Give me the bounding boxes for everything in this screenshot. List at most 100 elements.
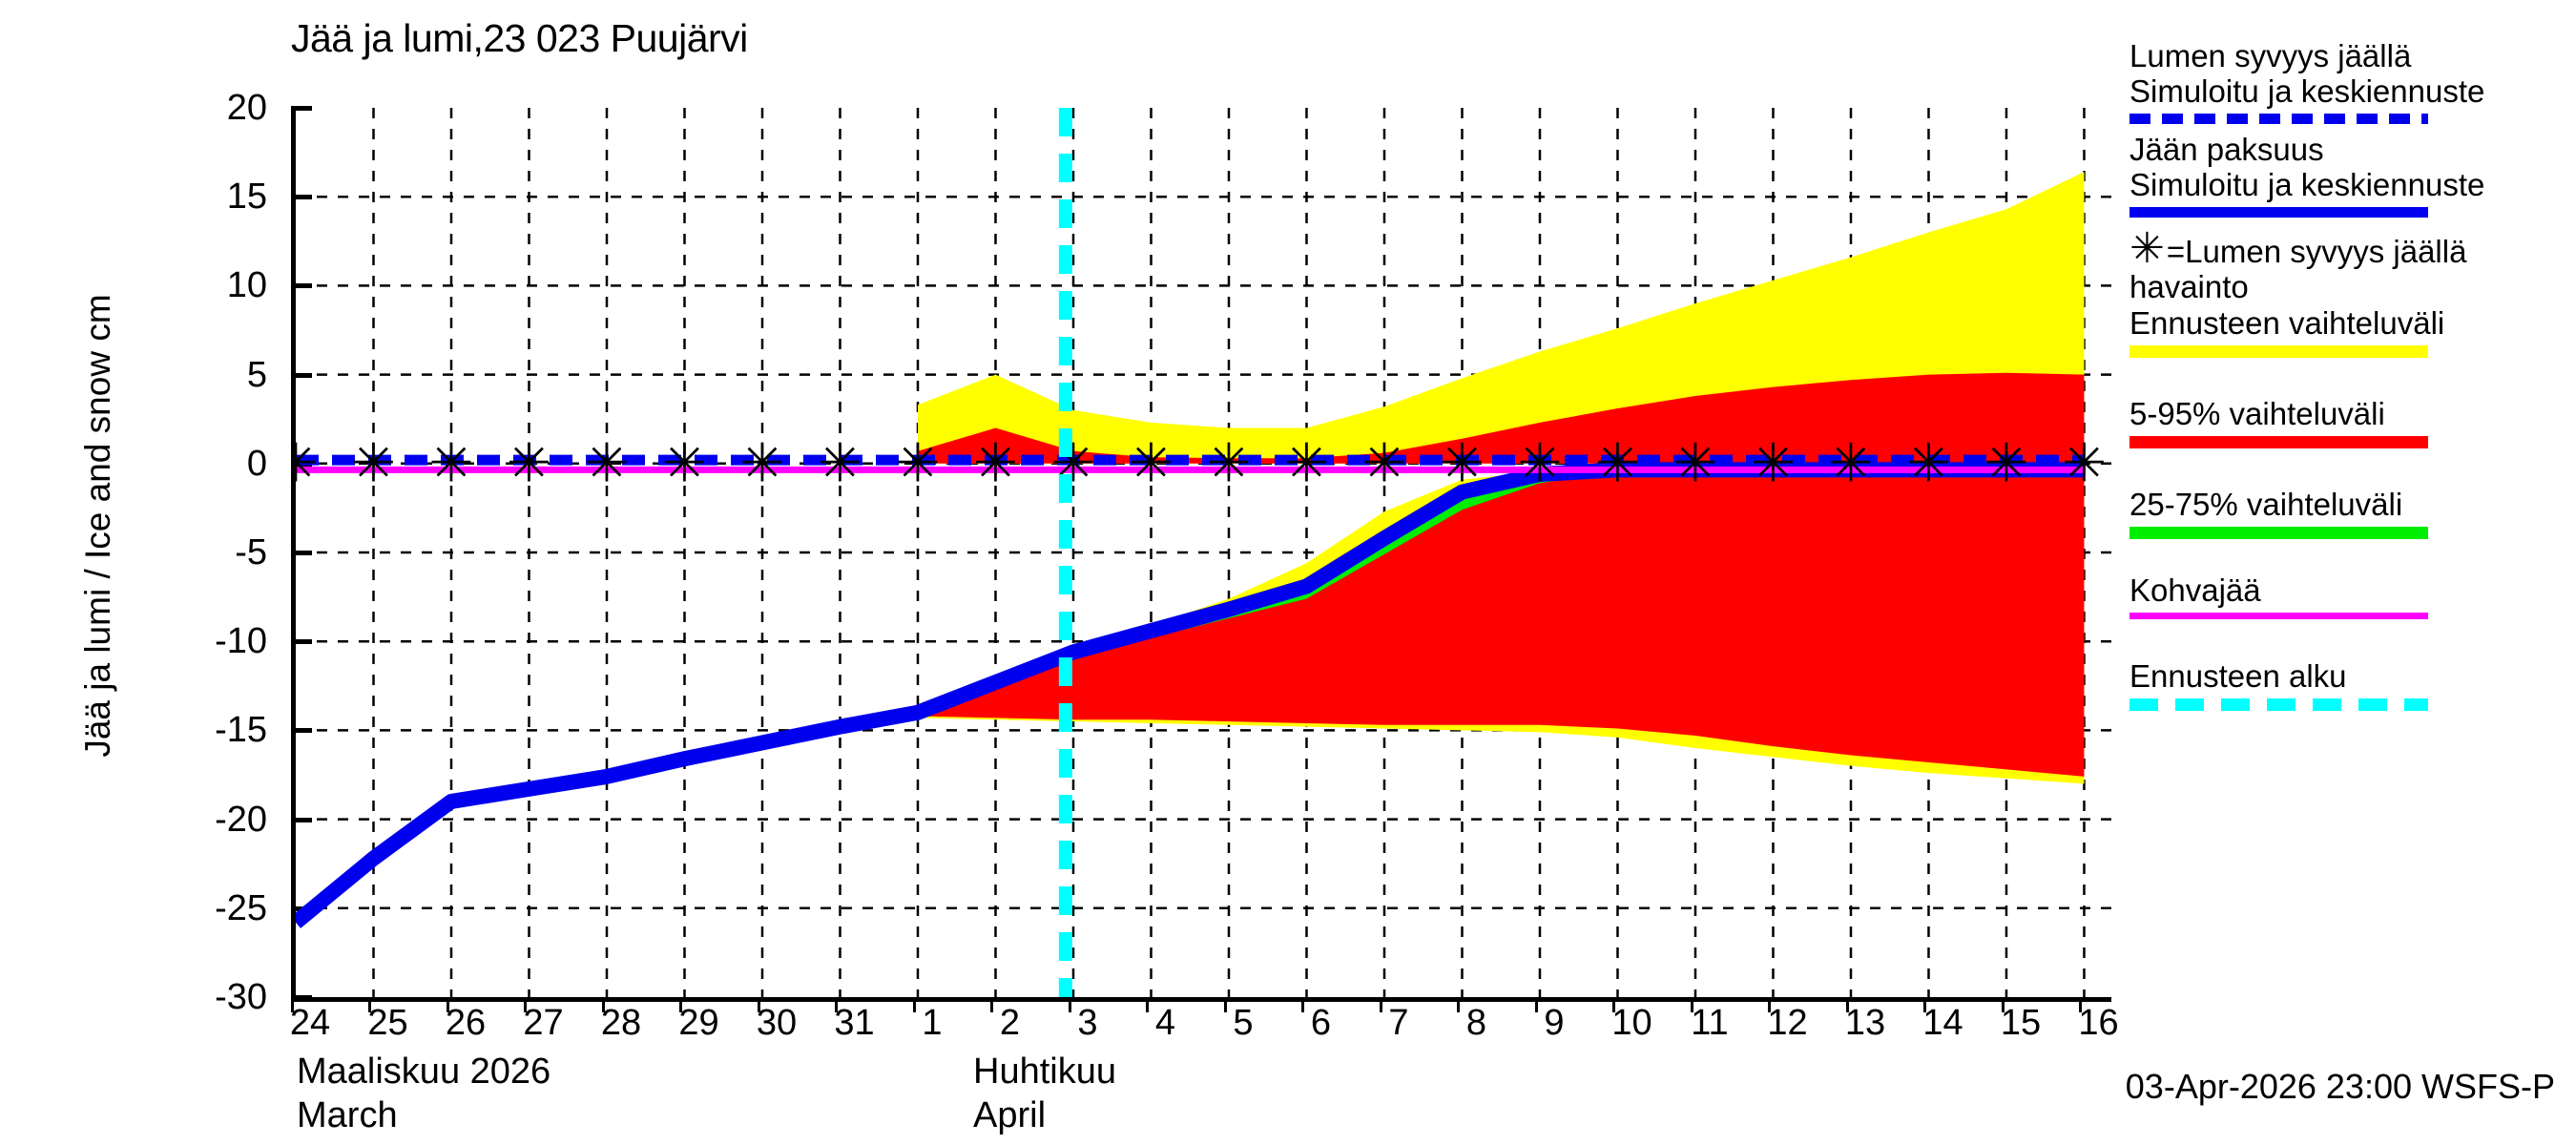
legend-entry: 5-95% vaihteluväli xyxy=(2129,396,2576,448)
legend-swatch xyxy=(2129,345,2428,358)
x-tick-mark xyxy=(1146,997,1150,1012)
legend-entry: ✳ =Lumen syvyys jäällä havainto xyxy=(2129,224,2576,305)
x-tick-mark xyxy=(524,997,528,1012)
y-tick-label: -10 xyxy=(215,621,267,662)
x-tick-mark xyxy=(291,997,294,1012)
x-tick-mark xyxy=(1457,997,1461,1012)
x-tick-mark xyxy=(757,997,760,1012)
snow-depth-observation-marker: ✳ xyxy=(2062,433,2107,495)
x-tick-mark xyxy=(1379,997,1382,1012)
legend-label: Ennusteen alku xyxy=(2129,658,2347,694)
legend-label: Ennusteen vaihteluväli xyxy=(2129,305,2445,341)
page-title: Jää ja lumi,23 023 Puujärvi xyxy=(291,16,748,60)
x-tick-label: 1 xyxy=(922,1003,943,1043)
x-tick-mark xyxy=(1768,997,1772,1012)
y-tick-label: -15 xyxy=(215,710,267,751)
legend-label: Kohvajää xyxy=(2129,572,2261,608)
x-tick-label: 16 xyxy=(2078,1003,2119,1043)
x-tick-label: 25 xyxy=(367,1003,408,1043)
snow-depth-observation-marker: ✳ xyxy=(429,433,474,495)
x-tick-label: 3 xyxy=(1077,1003,1098,1043)
x-tick-mark xyxy=(1301,997,1305,1012)
x-axis-month-april: Huhtikuu April xyxy=(973,1051,1116,1135)
x-tick-label: 6 xyxy=(1310,1003,1332,1043)
snow-depth-observation-marker: ✳ xyxy=(1440,433,1485,495)
x-tick-label: 11 xyxy=(1691,1003,1729,1043)
y-tick-label: 15 xyxy=(226,177,267,218)
x-tick-mark xyxy=(912,997,916,1012)
snow-depth-observation-marker: ✳ xyxy=(1984,433,2029,495)
x-tick-label: 24 xyxy=(289,1003,331,1043)
snow-depth-observation-marker: ✳ xyxy=(1284,433,1329,495)
x-tick-mark xyxy=(1690,997,1693,1012)
asterisk-marker-icon: ✳ xyxy=(2129,224,2165,273)
y-tick-label: 10 xyxy=(226,265,267,306)
snow-depth-observation-marker: ✳ xyxy=(973,433,1018,495)
legend-swatch xyxy=(2129,436,2428,448)
snow-depth-observation-marker: ✳ xyxy=(1595,433,1640,495)
y-tick-label: -20 xyxy=(215,799,267,840)
x-tick-label: 29 xyxy=(678,1003,719,1043)
x-tick-label: 27 xyxy=(523,1003,564,1043)
y-tick-label: -5 xyxy=(235,532,267,572)
legend-swatch xyxy=(2129,207,2428,218)
snow-depth-observation-marker: ✳ xyxy=(1129,433,1174,495)
plot-canvas: ✳ ✳ ✳ ✳ ✳ ✳ ✳ ✳ ✳ ✳ ✳ ✳ ✳ ✳ ✳ ✳ ✳ ✳ ✳ ✳ ✳ ✳ ✳ ✳ xyxy=(296,108,2111,997)
legend-swatch xyxy=(2129,114,2428,124)
legend-label: 5-95% vaihteluväli xyxy=(2129,396,2385,431)
legend-entry: Jään paksuus Simuloitu ja keskiennuste xyxy=(2129,132,2576,218)
x-tick-mark xyxy=(368,997,372,1012)
legend-label: =Lumen syvyys jäällä xyxy=(2166,234,2467,269)
legend-label: Lumen syvyys jäällä xyxy=(2129,38,2412,73)
snow-depth-observation-marker: ✳ xyxy=(585,433,630,495)
legend-entry: Ennusteen alku xyxy=(2129,658,2576,711)
x-tick-mark xyxy=(601,997,605,1012)
snow-depth-observation-marker: ✳ xyxy=(1518,433,1563,495)
legend-sublabel: havainto xyxy=(2129,269,2249,304)
snow-depth-observation-marker: ✳ xyxy=(1906,433,1951,495)
series-lines xyxy=(296,454,2085,928)
snow-depth-observation-marker: ✳ xyxy=(740,433,785,495)
snow-depth-observation-marker: ✳ xyxy=(1207,433,1252,495)
snow-depth-observation-marker: ✳ xyxy=(1673,433,1718,495)
x-tick-label: 2 xyxy=(999,1003,1021,1043)
x-tick-label: 12 xyxy=(1767,1003,1808,1043)
x-tick-label: 14 xyxy=(1922,1003,1963,1043)
legend-label: 25-75% vaihteluväli xyxy=(2129,487,2403,522)
x-tick-mark xyxy=(2001,997,2005,1012)
y-tick-label: 0 xyxy=(246,443,267,484)
x-tick-label: 4 xyxy=(1154,1003,1176,1043)
x-tick-label: 10 xyxy=(1611,1003,1652,1043)
x-tick-label: 28 xyxy=(600,1003,642,1043)
observation-markers: ✳ ✳ ✳ ✳ ✳ ✳ ✳ ✳ ✳ ✳ ✳ ✳ ✳ ✳ ✳ ✳ ✳ ✳ ✳ ✳ ✳ ✳ ✳ ✳ xyxy=(296,433,2107,495)
snow-depth-observation-marker: ✳ xyxy=(351,433,396,495)
legend-swatch xyxy=(2129,527,2428,539)
y-tick-label: 5 xyxy=(246,354,267,395)
x-tick-label: 15 xyxy=(2000,1003,2042,1043)
legend-entry: Kohvajää xyxy=(2129,572,2576,619)
y-tick-label: 20 xyxy=(226,88,267,128)
x-tick-mark xyxy=(1612,997,1616,1012)
forecast-band xyxy=(917,470,2085,777)
x-tick-mark xyxy=(446,997,449,1012)
plot-graphics: ✳ ✳ ✳ ✳ ✳ ✳ ✳ ✳ ✳ ✳ ✳ ✳ ✳ ✳ ✳ ✳ ✳ ✳ ✳ ✳ ✳ ✳ ✳ ✳ xyxy=(296,108,2111,997)
y-tick-label: -25 xyxy=(215,887,267,928)
forecast-band xyxy=(917,372,2085,464)
x-tick-mark xyxy=(835,997,839,1012)
snow-depth-observation-marker: ✳ xyxy=(896,433,941,495)
x-tick-label: 13 xyxy=(1844,1003,1886,1043)
legend-sublabel: Simuloitu ja keskiennuste xyxy=(2129,73,2485,109)
x-tick-label: 26 xyxy=(445,1003,487,1043)
x-tick-label: 7 xyxy=(1388,1003,1409,1043)
x-tick-mark xyxy=(1534,997,1538,1012)
x-tick-mark xyxy=(1068,997,1071,1012)
legend-swatch xyxy=(2129,613,2428,619)
snow-depth-observation-marker: ✳ xyxy=(1829,433,1874,495)
x-tick-label: 30 xyxy=(756,1003,798,1043)
legend-swatch xyxy=(2129,698,2428,711)
forecast-bands xyxy=(917,172,2085,784)
x-axis-month-march: Maaliskuu 2026 March xyxy=(297,1051,551,1135)
x-tick-mark xyxy=(1223,997,1227,1012)
snow-depth-observation-marker: ✳ xyxy=(1751,433,1796,495)
x-tick-label: 5 xyxy=(1233,1003,1254,1043)
